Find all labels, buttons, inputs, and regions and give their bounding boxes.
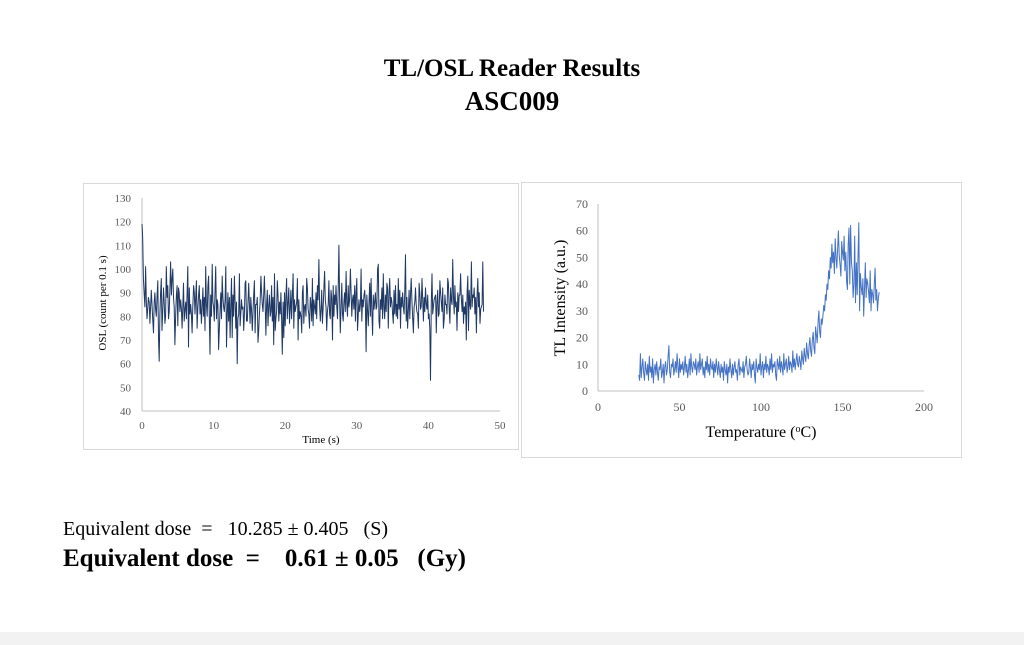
equivalent-dose-gray: Equivalent dose = 0.61 ± 0.05 (Gy) — [63, 545, 466, 572]
osl-chart-panel: 40 50 60 70 80 90 100 110 120 130 0 10 20 30 40 50 Time … — [83, 183, 519, 450]
equivalent-dose-seconds: Equivalent dose = 10.285 ± 0.405 (S) — [63, 518, 388, 540]
y-tick-label: 70 — [120, 335, 132, 347]
x-tick-label: 200 — [915, 400, 933, 414]
tl-chart: 0 10 20 30 40 50 60 70 0 50 100 150 200 Temperature (… — [552, 197, 933, 442]
y-tick-label: 120 — [115, 217, 132, 229]
x-tick-label: 10 — [208, 420, 220, 432]
y-tick-label: 60 — [120, 359, 132, 371]
data-series-line — [141, 223, 484, 381]
y-tick-label: 10 — [576, 357, 588, 371]
data-series-line — [638, 222, 880, 384]
y-tick-label: 80 — [120, 311, 132, 323]
x-tick-label: 100 — [752, 400, 770, 414]
tl-chart-panel: 0 10 20 30 40 50 60 70 0 50 100 150 200 Temperature (… — [521, 182, 962, 458]
y-tick-label: 40 — [120, 406, 132, 418]
x-tick-label: 150 — [834, 400, 852, 414]
y-tick-label: 20 — [576, 331, 588, 345]
y-tick-label: 70 — [576, 197, 588, 211]
report-title: TL/OSL Reader Results — [383, 55, 641, 82]
x-tick-label: 50 — [674, 400, 686, 414]
x-tick-label: 50 — [495, 420, 507, 432]
x-tick-label: 0 — [595, 400, 601, 414]
y-tick-label: 40 — [576, 277, 588, 291]
y-tick-label: 90 — [120, 288, 132, 300]
x-axis-label: Temperature (oC) — [706, 424, 817, 442]
y-tick-label: 50 — [120, 382, 132, 394]
osl-chart: 40 50 60 70 80 90 100 110 120 130 0 10 20 30 40 50 Time … — [97, 193, 507, 446]
x-axis-label: Time (s) — [302, 434, 340, 446]
y-tick-label: 60 — [576, 224, 588, 238]
y-axis-label: TL Intensity (a.u.) — [552, 240, 569, 357]
y-axis-label: OSL (count per 0.1 s) — [97, 255, 109, 351]
y-tick-label: 110 — [115, 240, 132, 252]
x-tick-label: 40 — [423, 420, 435, 432]
x-tick-label: 20 — [280, 420, 292, 432]
x-tick-label: 30 — [351, 420, 363, 432]
x-tick-label: 0 — [139, 420, 145, 432]
y-tick-label: 50 — [576, 250, 588, 264]
y-tick-label: 0 — [582, 384, 588, 398]
y-tick-label: 100 — [115, 264, 132, 276]
sample-id: ASC009 — [464, 86, 560, 116]
bottom-strip — [0, 632, 1024, 645]
y-tick-label: 30 — [576, 304, 588, 318]
y-tick-label: 130 — [115, 193, 132, 205]
